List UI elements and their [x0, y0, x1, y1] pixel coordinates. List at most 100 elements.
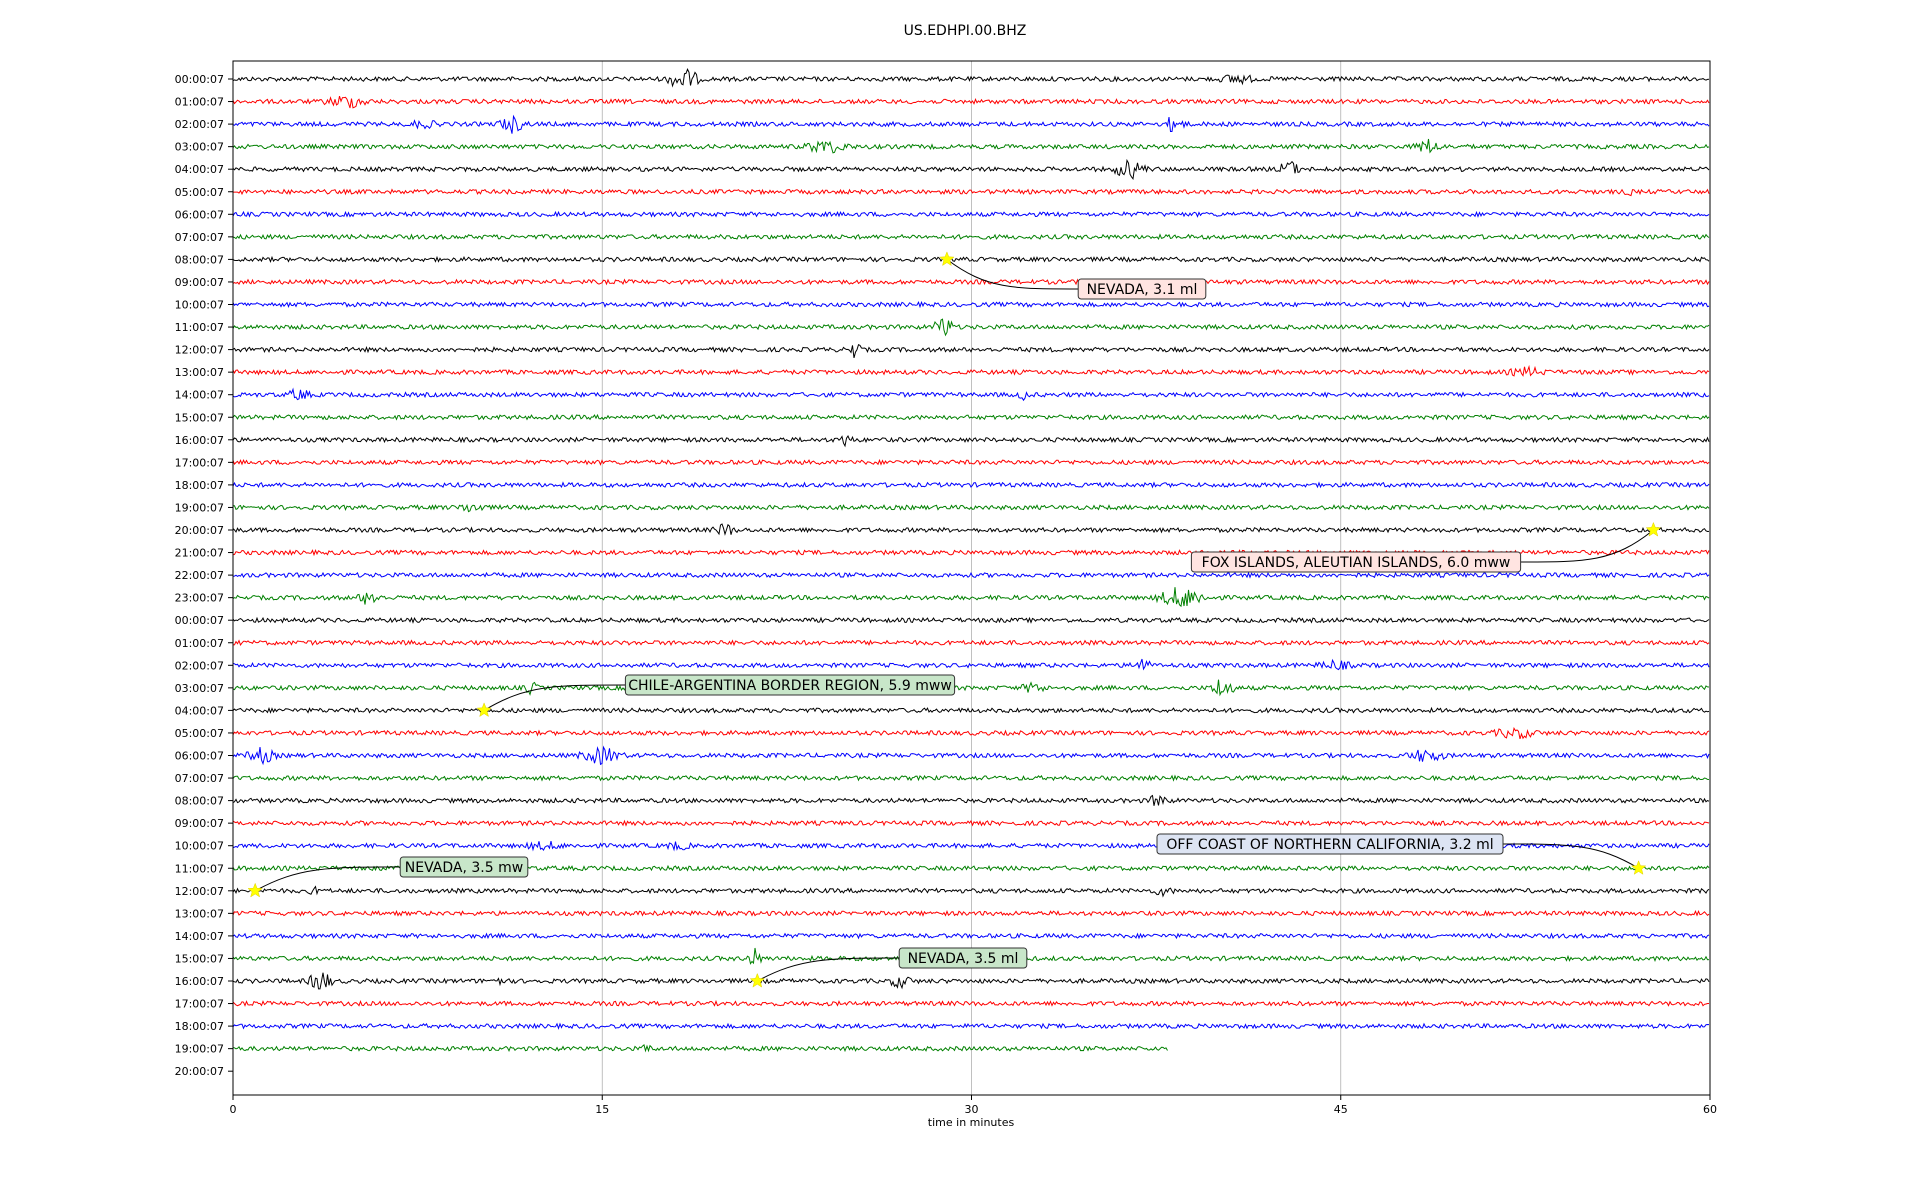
trace-line — [232, 999, 1709, 1008]
trace-line — [232, 706, 1710, 714]
grid-lines — [601, 61, 1342, 1095]
row-label: 05:00:07 — [175, 727, 224, 740]
row-label: 06:00:07 — [175, 208, 224, 221]
event-star-marker — [247, 882, 263, 898]
row-label: 06:00:07 — [175, 750, 224, 763]
x-tick-label: 60 — [1703, 1103, 1717, 1116]
event-label-box — [399, 856, 529, 878]
event-label-box — [1077, 278, 1207, 300]
trace-line — [232, 639, 1710, 647]
row-label: 02:00:07 — [175, 659, 224, 672]
event-label-box — [624, 674, 956, 696]
row-label: 03:00:07 — [175, 141, 224, 154]
event-star-marker — [939, 251, 955, 267]
trace-line — [232, 278, 1710, 286]
event-connector — [254, 866, 401, 892]
trace-line — [232, 571, 1710, 579]
trace-line — [232, 972, 1710, 990]
row-label: 11:00:07 — [175, 321, 224, 334]
trace-line — [232, 68, 1710, 88]
event-label: NEVADA, 3.1 ml — [1087, 282, 1198, 298]
row-label: 17:00:07 — [175, 456, 224, 469]
trace-line — [232, 138, 1710, 154]
row-label: 17:00:07 — [175, 998, 224, 1011]
trace-line — [232, 819, 1710, 827]
row-label: 13:00:07 — [175, 907, 224, 920]
event-annotation: NEVADA, 3.1 ml — [939, 251, 1207, 300]
row-label: 14:00:07 — [175, 389, 224, 402]
x-tick-layer: 0 15 30 45 60 — [230, 1095, 1717, 1116]
trace-line — [232, 1022, 1710, 1030]
event-star-marker — [476, 702, 492, 718]
trace-line — [232, 909, 1710, 917]
trace-line — [232, 318, 1710, 337]
row-label: 05:00:07 — [175, 186, 224, 199]
trace-line — [232, 745, 1710, 766]
trace-line — [232, 364, 1710, 377]
row-label: 20:00:07 — [175, 524, 224, 537]
event-annotation: NEVADA, 3.5 ml — [749, 947, 1028, 988]
row-label: 03:00:07 — [175, 682, 224, 695]
row-label: 10:00:07 — [175, 840, 224, 853]
event-label: NEVADA, 3.5 mw — [405, 860, 523, 876]
trace-line — [232, 726, 1710, 740]
event-connector — [946, 259, 1079, 290]
trace-line — [232, 481, 1710, 489]
row-label: 04:00:07 — [175, 704, 224, 717]
trace-line — [232, 549, 1710, 557]
trace-line — [232, 158, 1710, 181]
event-star-marker — [1645, 521, 1662, 537]
event-label: FOX ISLANDS, ALEUTIAN ISLANDS, 6.0 mww — [1202, 555, 1511, 571]
trace-line — [232, 300, 1710, 309]
trace-line — [232, 233, 1710, 241]
row-label: 04:00:07 — [175, 163, 224, 176]
row-label: 11:00:07 — [175, 862, 224, 875]
row-label-layer: 00:00:07 01:00:07 02:00:07 03:00:07 04:00:07… — [175, 73, 233, 1078]
row-label: 13:00:07 — [175, 366, 224, 379]
event-star-marker — [749, 972, 766, 988]
row-label: 08:00:07 — [175, 253, 224, 266]
event-annotation: FOX ISLANDS, ALEUTIAN ISLANDS, 6.0 mww — [1190, 521, 1662, 573]
event-connector — [757, 957, 900, 982]
row-label: 07:00:07 — [175, 231, 224, 244]
event-label-box — [1190, 551, 1522, 573]
x-tick-label: 0 — [230, 1103, 237, 1116]
x-tick-label: 30 — [965, 1103, 979, 1116]
event-connector — [1520, 529, 1654, 563]
x-tick-label: 45 — [1334, 1103, 1348, 1116]
row-label: 23:00:07 — [175, 592, 224, 605]
trace-line — [232, 679, 1710, 697]
trace-line — [232, 885, 1710, 898]
row-label: 08:00:07 — [175, 795, 224, 808]
x-axis-label: time in minutes — [928, 1116, 1015, 1129]
row-label: 18:00:07 — [175, 1020, 224, 1033]
row-label: 10:00:07 — [175, 299, 224, 312]
row-label: 09:00:07 — [175, 817, 224, 830]
event-annotation: NEVADA, 3.5 mw — [247, 856, 529, 898]
trace-line — [232, 413, 1710, 421]
trace-line — [232, 794, 1710, 806]
row-label: 22:00:07 — [175, 569, 224, 582]
trace-line — [232, 932, 1710, 940]
trace-line — [233, 188, 1710, 197]
trace-line — [232, 434, 1710, 448]
row-label: 01:00:07 — [175, 96, 224, 109]
event-label: CHILE-ARGENTINA BORDER REGION, 5.9 mww — [628, 678, 952, 694]
trace-line — [232, 587, 1710, 608]
event-annotation-layer: NEVADA, 3.1 ml FOX ISLANDS, ALEUTIAN ISLA… — [247, 251, 1662, 988]
trace-line — [232, 387, 1710, 402]
row-label: 15:00:07 — [175, 411, 224, 424]
row-label: 02:00:07 — [175, 118, 224, 131]
event-label: NEVADA, 3.5 ml — [908, 951, 1019, 967]
event-label-box — [898, 947, 1028, 969]
row-label: 14:00:07 — [175, 930, 224, 943]
trace-line — [232, 503, 1710, 513]
trace-line — [232, 616, 1710, 624]
trace-line — [232, 774, 1710, 782]
row-label: 12:00:07 — [175, 885, 224, 898]
event-label: OFF COAST OF NORTHERN CALIFORNIA, 3.2 ml — [1166, 837, 1493, 853]
row-label: 00:00:07 — [175, 614, 224, 627]
trace-line — [232, 255, 1710, 263]
trace-line — [232, 1044, 1168, 1053]
